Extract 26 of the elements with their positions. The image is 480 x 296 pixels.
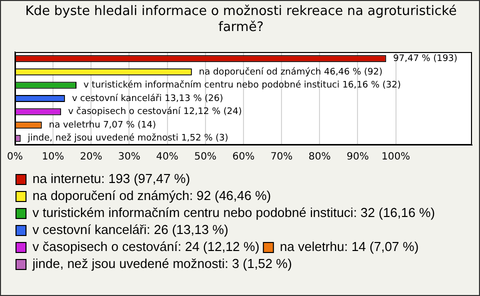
legend-label: v cestovní kanceláři: 26 (13,13 %) xyxy=(32,222,228,238)
data-label: v turistickém informačním centru nebo podobné instituci 16,16 % (32) xyxy=(83,80,401,91)
x-tick-label: 70% xyxy=(270,152,293,163)
x-tick-label: 80% xyxy=(308,152,331,163)
legend-label: na internetu: 193 (97,47 %) xyxy=(32,171,190,186)
legend-label: v turistickém informačním centru nebo podobné instituci: 32 (16,16 %) xyxy=(32,205,435,220)
x-tick-label: 40% xyxy=(156,152,178,163)
legend-label: v časopisech o cestování: 24 (12,12 %) xyxy=(32,239,260,254)
data-label: na doporučení od známých 46,46 % (92) xyxy=(198,66,383,78)
x-tick-label: 100% xyxy=(382,152,410,163)
legend-label: na doporučení od známých: 92 (46,46 %) xyxy=(32,188,271,204)
data-label: na veletrhu 7,07 % (14) xyxy=(48,120,156,130)
data-label: 97,47 % (193) xyxy=(393,54,458,64)
x-tick-label: 10% xyxy=(42,152,64,163)
data-label: jinde, než jsou uvedené možnosti 1,52 % (3) xyxy=(26,132,228,144)
legend-label: jinde, než jsou uvedené možnosti: 3 (1,52 %) xyxy=(32,256,292,272)
x-tick-label: 20% xyxy=(80,152,102,163)
data-label: v časopisech o cestování 12,12 % (24) xyxy=(68,106,242,118)
x-tick-label: 60% xyxy=(232,152,255,163)
chart-title: Kde byste hledali informace o možnosti rekreace na agroturistické farmě? xyxy=(24,4,458,36)
x-tick-label: 30% xyxy=(118,152,140,163)
x-tick-label: 90% xyxy=(346,152,369,163)
x-tick-label: 50% xyxy=(194,152,216,163)
data-label: v cestovní kanceláři 13,13 % (26) xyxy=(72,92,224,104)
legend-label: na veletrhu: 14 (7,07 %) xyxy=(280,239,419,254)
x-tick-label: 0% xyxy=(6,152,23,163)
